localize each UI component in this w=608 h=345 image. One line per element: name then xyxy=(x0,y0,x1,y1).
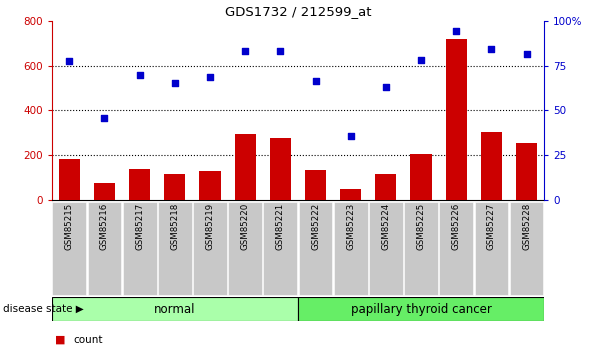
Bar xyxy=(235,134,256,200)
Point xyxy=(311,78,320,83)
Point xyxy=(275,48,285,54)
Point xyxy=(64,58,74,64)
Title: GDS1732 / 212599_at: GDS1732 / 212599_at xyxy=(225,5,371,18)
Bar xyxy=(164,174,185,200)
Text: papillary thyroid cancer: papillary thyroid cancer xyxy=(351,303,491,316)
Point xyxy=(486,47,496,52)
Text: count: count xyxy=(73,335,103,345)
Text: GSM85221: GSM85221 xyxy=(276,203,285,250)
Bar xyxy=(404,202,438,295)
Bar xyxy=(228,202,262,295)
Text: GSM85217: GSM85217 xyxy=(135,203,144,250)
Bar xyxy=(270,138,291,200)
Bar xyxy=(340,189,361,200)
Bar xyxy=(52,297,298,321)
Bar xyxy=(88,202,122,295)
Point xyxy=(170,80,180,85)
Bar xyxy=(193,202,227,295)
Bar xyxy=(369,202,402,295)
Bar xyxy=(298,297,544,321)
Text: GSM85222: GSM85222 xyxy=(311,203,320,250)
Bar xyxy=(263,202,297,295)
Bar xyxy=(446,39,467,200)
Point xyxy=(100,116,109,121)
Bar xyxy=(129,169,150,200)
Bar xyxy=(440,202,473,295)
Bar xyxy=(123,202,156,295)
Text: GSM85224: GSM85224 xyxy=(381,203,390,250)
Bar xyxy=(334,202,368,295)
Bar xyxy=(305,170,326,200)
Text: GSM85225: GSM85225 xyxy=(416,203,426,250)
Bar xyxy=(199,171,221,200)
Text: GSM85226: GSM85226 xyxy=(452,203,461,250)
Point xyxy=(135,73,145,78)
Bar xyxy=(474,202,508,295)
Text: GSM85228: GSM85228 xyxy=(522,203,531,250)
Bar xyxy=(52,202,86,295)
Bar xyxy=(481,132,502,200)
Bar xyxy=(158,202,192,295)
Bar xyxy=(299,202,333,295)
Point xyxy=(240,48,250,54)
Point xyxy=(381,84,391,90)
Text: GSM85216: GSM85216 xyxy=(100,203,109,250)
Bar xyxy=(94,183,115,200)
Bar xyxy=(510,202,544,295)
Text: GSM85227: GSM85227 xyxy=(487,203,496,250)
Text: normal: normal xyxy=(154,303,196,316)
Bar xyxy=(410,154,432,200)
Text: GSM85219: GSM85219 xyxy=(206,203,215,250)
Text: ■: ■ xyxy=(55,335,65,345)
Point xyxy=(451,28,461,33)
Point xyxy=(416,57,426,63)
Text: GSM85215: GSM85215 xyxy=(65,203,74,250)
Text: GSM85218: GSM85218 xyxy=(170,203,179,250)
Text: GSM85223: GSM85223 xyxy=(346,203,355,250)
Point xyxy=(522,51,531,57)
Text: disease state ▶: disease state ▶ xyxy=(3,304,84,314)
Bar xyxy=(375,174,396,200)
Text: GSM85220: GSM85220 xyxy=(241,203,250,250)
Point xyxy=(205,75,215,80)
Bar xyxy=(59,159,80,200)
Point xyxy=(346,134,356,139)
Bar xyxy=(516,143,537,200)
